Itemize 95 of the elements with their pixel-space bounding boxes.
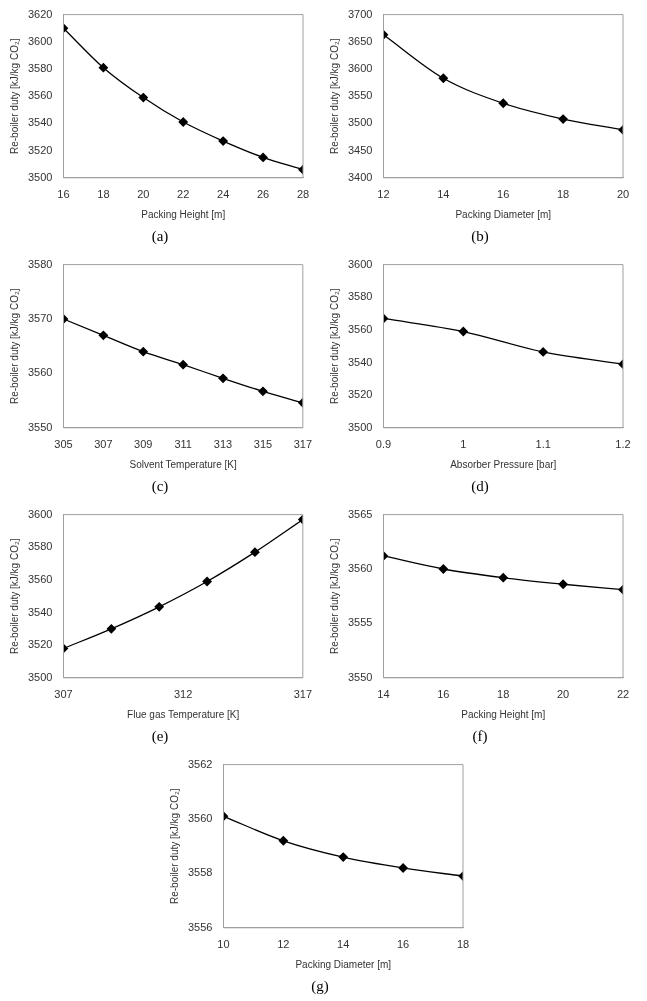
y-axis-title: Re-boiler duty [kJ/kg CO₂] [8,288,20,404]
text: (g) [310,977,330,996]
x-tick-label: 22 [616,688,630,701]
y-axis-title: Re-boiler duty [kJ/kg CO₂] [8,538,20,654]
y-axis-title: Re-boiler duty [kJ/kg CO₂] [328,288,340,404]
x-tick-label: 317 [293,688,312,701]
x-tick-label: 313 [213,438,233,451]
x-tick-label: 16 [57,188,70,201]
y-tick-label: 3620 [27,7,53,20]
y-tick-label: 3600 [347,62,373,75]
x-tick-label: 20 [137,188,150,201]
x-axis-title: Packing Diameter [m] [455,208,552,220]
x-tick-label: 24 [217,188,230,201]
y-tick-label: 3520 [27,638,53,651]
y-tick-label: 3500 [27,670,53,683]
y-tick-label: 3560 [347,322,373,335]
x-tick-label: 20 [616,188,630,201]
x-tick-label: 1.1 [535,438,551,451]
x-tick-label: 16 [497,188,510,201]
x-tick-label: 12 [377,188,390,201]
x-tick-label: 307 [54,688,73,701]
x-tick-label: 10 [217,938,230,951]
y-tick-label: 3600 [27,507,53,520]
y-tick-label: 3580 [347,290,373,303]
x-tick-label: 0.9 [375,438,392,451]
y-tick-label: 3540 [347,355,373,368]
y-tick-label: 3500 [27,170,53,183]
x-axis-title: Flue gas Temperature [K] [127,708,240,720]
text: (a) [150,227,170,246]
x-tick-label: 1 [460,438,467,451]
x-tick-label: 26 [256,188,270,201]
y-tick-label: 3520 [347,388,373,401]
x-tick-label: 18 [456,938,470,951]
text: (e) [150,727,170,746]
y-tick-label: 3500 [347,420,373,433]
y-tick-label: 3580 [27,540,53,553]
x-tick-label: 14 [377,688,390,701]
y-tick-label: 3560 [187,812,213,825]
text: (c) [150,477,170,496]
y-tick-label: 3450 [347,143,373,156]
x-tick-label: 311 [174,438,192,451]
y-tick-label: 3600 [27,34,53,47]
x-axis-title: Solvent Temperature [K] [129,458,237,470]
x-axis-title: Packing Height [m] [461,708,546,720]
y-tick-label: 3560 [347,562,373,575]
y-tick-label: 3580 [27,62,53,75]
x-tick-label: 18 [497,688,510,701]
y-tick-label: 3550 [347,89,373,102]
y-tick-label: 3500 [347,116,373,129]
y-tick-label: 3540 [27,605,53,618]
y-axis-title: Re-boiler duty [kJ/kg CO₂] [328,38,340,154]
y-tick-label: 3600 [347,257,373,270]
y-tick-label: 3400 [347,170,373,183]
y-tick-label: 3580 [27,257,53,270]
x-axis-title: Packing Height [m] [141,208,226,220]
x-tick-label: 315 [253,438,273,451]
x-tick-label: 18 [97,188,110,201]
y-tick-label: 3558 [187,866,213,879]
y-tick-label: 3560 [27,366,53,379]
y-tick-label: 3560 [27,89,53,102]
x-tick-label: 14 [437,188,450,201]
x-tick-label: 14 [337,938,350,951]
text: (d) [470,477,490,496]
y-tick-label: 3570 [27,312,53,325]
x-tick-label: 1.2 [615,438,631,451]
y-tick-label: 3540 [27,116,53,129]
y-tick-label: 3562 [187,757,213,770]
text: (f) [471,727,489,746]
x-tick-label: 18 [556,188,570,201]
x-tick-label: 305 [54,438,73,451]
y-axis-title: Re-boiler duty [kJ/kg CO₂] [328,538,340,654]
x-tick-label: 12 [277,938,290,951]
y-axis-title: Re-boiler duty [kJ/kg CO₂] [8,38,20,154]
y-tick-label: 3560 [27,572,53,585]
y-tick-label: 3555 [347,616,373,629]
y-tick-label: 3556 [187,920,213,933]
y-tick-label: 3550 [347,670,373,683]
x-tick-label: 28 [296,188,310,201]
x-tick-label: 317 [293,438,312,451]
x-tick-label: 16 [437,688,450,701]
y-tick-label: 3550 [27,420,53,433]
x-tick-label: 307 [94,438,113,451]
y-tick-label: 3565 [347,507,373,520]
y-tick-label: 3650 [347,34,373,47]
x-axis-title: Packing Diameter [m] [295,958,392,970]
x-tick-label: 22 [177,188,190,201]
y-axis-title: Re-boiler duty [kJ/kg CO₂] [168,788,180,904]
x-tick-label: 312 [173,688,193,701]
x-axis-title: Absorber Pressure [bar] [450,458,557,470]
y-tick-label: 3520 [27,143,53,156]
x-tick-label: 309 [134,438,153,451]
x-tick-label: 16 [396,938,410,951]
y-tick-label: 3700 [347,7,373,20]
x-tick-label: 20 [556,688,570,701]
text: (b) [470,227,490,246]
